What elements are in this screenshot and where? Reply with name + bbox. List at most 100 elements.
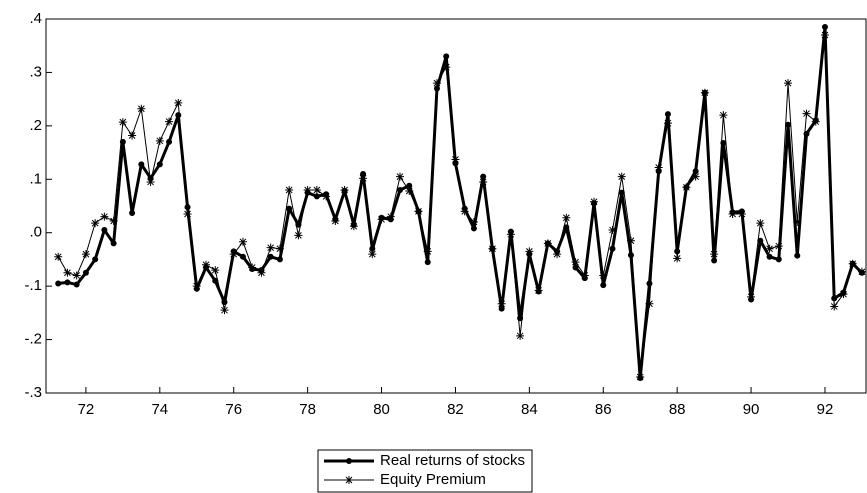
point-marker	[414, 207, 423, 216]
x-tick-label: 90	[743, 401, 760, 418]
point-marker	[424, 259, 431, 266]
point-marker	[109, 216, 118, 225]
y-tick-label: -.1	[24, 277, 42, 294]
point-marker	[211, 266, 220, 275]
point-marker	[682, 183, 691, 192]
point-marker	[128, 131, 137, 140]
y-tick-label: -.3	[24, 384, 42, 401]
point-marker	[470, 225, 477, 232]
point-marker	[239, 253, 246, 260]
point-marker	[737, 210, 746, 219]
point-marker	[184, 204, 191, 211]
point-marker	[286, 205, 293, 212]
x-tick-label: 84	[521, 401, 538, 418]
point-marker	[627, 252, 634, 259]
y-tick-label: -.2	[24, 331, 42, 348]
point-marker	[590, 197, 599, 206]
point-marker	[110, 240, 117, 247]
point-marker	[248, 263, 257, 272]
point-marker	[626, 236, 635, 245]
y-tick-label: .2	[29, 117, 42, 134]
point-marker	[821, 24, 828, 31]
point-marker	[406, 182, 413, 189]
x-tick-label: 72	[78, 401, 95, 418]
point-marker	[802, 109, 811, 118]
point-marker	[765, 244, 774, 253]
point-marker	[91, 219, 100, 228]
point-marker	[636, 372, 645, 381]
point-marker	[137, 104, 146, 113]
point-marker	[710, 250, 719, 259]
point-marker	[405, 187, 414, 196]
point-marker	[728, 210, 737, 219]
point-marker	[543, 239, 552, 248]
point-marker	[488, 244, 497, 253]
point-marker	[423, 247, 432, 256]
point-marker	[469, 218, 478, 227]
point-marker	[175, 112, 182, 119]
point-marker	[719, 111, 728, 120]
point-marker	[497, 299, 506, 308]
x-tick-label: 80	[373, 401, 390, 418]
point-marker	[793, 218, 802, 227]
point-marker	[55, 280, 62, 287]
point-marker	[81, 250, 90, 259]
point-marker	[257, 268, 266, 277]
point-marker	[480, 173, 487, 180]
point-marker	[129, 209, 136, 216]
point-marker	[138, 161, 145, 168]
y-tick-label: .3	[29, 63, 42, 80]
point-marker	[608, 226, 617, 235]
x-tick-label: 76	[225, 401, 242, 418]
point-marker	[202, 260, 211, 269]
point-marker	[711, 257, 718, 264]
point-marker	[663, 119, 672, 128]
point-marker	[220, 306, 229, 315]
point-marker	[146, 177, 155, 186]
point-marker	[303, 185, 312, 194]
point-marker	[238, 237, 247, 246]
y-tick-label: .0	[29, 224, 42, 241]
point-marker	[155, 136, 164, 145]
point-marker	[443, 53, 450, 60]
point-marker	[618, 189, 625, 196]
point-marker	[811, 117, 820, 126]
point-marker	[312, 185, 321, 194]
point-marker	[432, 79, 441, 88]
point-marker	[118, 118, 127, 127]
point-marker	[654, 163, 663, 172]
point-marker	[562, 213, 571, 222]
point-marker	[784, 79, 793, 88]
point-marker	[479, 177, 488, 186]
point-marker	[572, 264, 579, 271]
point-marker	[340, 185, 349, 194]
point-marker	[313, 193, 320, 200]
point-marker	[609, 245, 616, 252]
point-marker	[664, 111, 671, 118]
point-marker	[785, 121, 792, 128]
point-marker	[534, 286, 543, 295]
point-marker	[516, 331, 525, 340]
x-tick-label: 74	[151, 401, 168, 418]
point-marker	[166, 138, 173, 145]
point-marker	[820, 31, 829, 40]
point-marker	[100, 212, 109, 221]
point-marker	[229, 250, 238, 259]
point-marker	[63, 268, 72, 277]
point-marker	[101, 227, 108, 234]
point-marker	[498, 305, 505, 312]
legend-box	[317, 449, 533, 493]
point-marker	[64, 279, 71, 286]
point-marker	[848, 259, 857, 268]
x-tick-label: 82	[447, 401, 464, 418]
point-marker	[775, 256, 782, 263]
point-marker	[174, 98, 183, 107]
point-marker	[397, 186, 404, 193]
point-marker	[156, 161, 163, 168]
point-marker	[276, 256, 283, 263]
point-marker	[331, 216, 340, 225]
point-marker	[92, 256, 99, 263]
point-marker	[349, 222, 358, 231]
legend-label: Real returns of stocks	[380, 452, 525, 469]
